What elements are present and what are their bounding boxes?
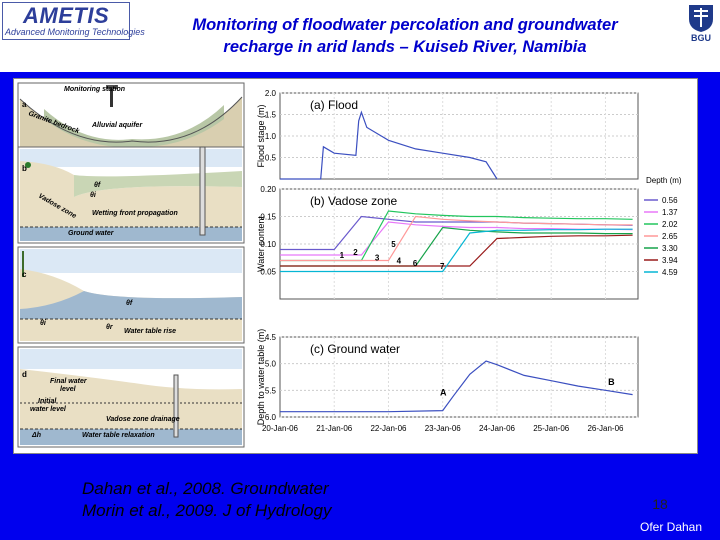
ground-water-label: Ground water — [68, 230, 115, 237]
panel-c-letter: c — [22, 270, 27, 279]
citation-line-2: Morin et al., 2009. J of Hydrology — [82, 501, 332, 520]
initial-water-label: Initial — [38, 398, 57, 405]
chart-2-ytick: 6.0 — [265, 413, 277, 422]
vadose-drainage-label: Vadose zone drainage — [106, 416, 180, 423]
logo-main-text: AMETIS — [23, 3, 110, 28]
chart-2-xtick: 23-Jan-06 — [425, 424, 462, 433]
page-number: 18 — [652, 496, 668, 512]
chart-2-xtick: 20-Jan-06 — [262, 424, 299, 433]
chart-1-ytick: 0.05 — [260, 268, 276, 277]
gw-annotation-B: B — [608, 377, 615, 387]
chart-0-series-0 — [280, 110, 498, 180]
chart-1-ytick: 0.15 — [260, 213, 276, 222]
monitoring-station-label: Monitoring station — [64, 86, 125, 93]
chart-2-xtick: 22-Jan-06 — [370, 424, 407, 433]
legend-entry-0: 0.56 — [662, 196, 678, 205]
panel-d-letter: d — [22, 370, 27, 379]
figure-panel: a Monitoring station Granite bedrock All… — [13, 78, 698, 454]
legend-entry-6: 4.59 — [662, 268, 678, 277]
vadose-annotation-6: 6 — [413, 259, 418, 268]
chart-2-ytick: 4.5 — [265, 333, 277, 342]
vadose-annotation-4: 4 — [397, 256, 402, 265]
chart-1-series-3 — [280, 215, 633, 262]
schematic-panel-a: a Monitoring station Granite bedrock All… — [17, 82, 245, 154]
chart-2-xtick: 26-Jan-06 — [587, 424, 624, 433]
gw-annotation-A: A — [440, 388, 447, 398]
schematic-panel-c: c θf θi θr Water table rise — [17, 246, 245, 344]
chart-0-ytick: 0.5 — [265, 154, 277, 163]
chart-0-ytick: 2.0 — [265, 89, 277, 98]
chart-0-ytick: 1.0 — [265, 132, 277, 141]
panel-c-theta-f: θf — [126, 300, 133, 307]
bgu-emblem-icon — [689, 5, 713, 32]
delta-h-label: Δh — [31, 432, 41, 439]
chart-2-xtick: 24-Jan-06 — [479, 424, 516, 433]
chart-2-ytick: 5.0 — [265, 360, 277, 369]
vadose-annotation-2: 2 — [353, 248, 358, 257]
legend-entry-1: 1.37 — [662, 208, 678, 217]
legend-entry-3: 2.65 — [662, 232, 678, 241]
legend-entry-2: 2.02 — [662, 220, 678, 229]
citation-line-1: Dahan et al., 2008. Groundwater — [82, 479, 329, 498]
header-bar: AMETIS Advanced Monitoring Technologies … — [0, 0, 720, 72]
title-line-2: recharge in arid lands – Kuiseb River, N… — [223, 38, 587, 56]
chart-1-ytick: 0.10 — [260, 240, 276, 249]
citation: Dahan et al., 2008. Groundwater Morin et… — [82, 478, 331, 522]
water-table-relax-label: Water table relaxation — [82, 432, 155, 439]
panel-c-theta-r: θr — [106, 324, 114, 331]
vadose-annotation-5: 5 — [391, 240, 396, 249]
chart-0-title: (a) Flood — [310, 98, 358, 112]
chart-0-ytick: 1.5 — [265, 111, 277, 120]
chart-1-title: (b) Vadose zone — [310, 194, 397, 208]
final-water-label-2: level — [60, 386, 77, 393]
chart-2-ytick: 5.5 — [265, 386, 277, 395]
chart-2-xtick: 21-Jan-06 — [316, 424, 353, 433]
water-table-rise-label: Water table rise — [124, 328, 176, 335]
panel-c-theta-i: θi — [40, 320, 47, 327]
legend-entry-5: 3.94 — [662, 256, 678, 265]
chart-0-frame — [279, 92, 639, 180]
legend-entry-4: 3.30 — [662, 244, 678, 253]
chart-2-xtick: 25-Jan-06 — [533, 424, 570, 433]
chart-1-series-6 — [280, 228, 633, 273]
panel-b-theta-f: θf — [94, 182, 101, 189]
schematic-panel-d: d Final water level Initial water level … — [17, 346, 245, 448]
initial-water-label-2: water level — [30, 406, 67, 413]
vadose-annotation-1: 1 — [340, 251, 345, 260]
chart-1-ytick: 0.20 — [260, 185, 276, 194]
alluvial-label: Alluvial aquifer — [91, 122, 143, 129]
bgu-logo: BGU — [684, 3, 718, 43]
wetting-front-label: Wetting front propagation — [92, 210, 178, 217]
chart-1-series-5 — [280, 234, 633, 267]
author-name: Ofer Dahan — [640, 520, 703, 534]
chart-1-legend-title: Depth (m) — [646, 176, 682, 185]
ametis-logo: AMETIS Advanced Monitoring Technologies — [2, 2, 145, 40]
panel-a-letter: a — [22, 100, 27, 109]
slide-title: Monitoring of floodwater percolation and… — [140, 14, 670, 58]
logo-sub-text: Advanced Monitoring Technologies — [5, 27, 145, 37]
vadose-annotation-3: 3 — [375, 254, 380, 263]
chart-1-frame — [279, 188, 639, 300]
chart-2-title: (c) Ground water — [310, 342, 400, 356]
panel-b-theta-i: θi — [90, 192, 97, 199]
chart-2-series-0 — [280, 360, 633, 413]
schematic-panel-b: b θf θi Vadose zone Wetting front propag… — [17, 146, 245, 244]
title-line-1: Monitoring of floodwater percolation and… — [192, 16, 618, 34]
chart-2-ylabel: Depth to water table (m) — [256, 329, 266, 426]
panel-b-letter: b — [22, 164, 27, 173]
chart-2-frame — [279, 336, 639, 418]
chart-0-ylabel: Flood stage (m) — [256, 104, 266, 167]
chart-1-ylabel: Water content — [256, 216, 266, 272]
final-water-label: Final water — [50, 378, 88, 385]
figure-svg: a Monitoring station Granite bedrock All… — [17, 82, 682, 448]
bgu-label: BGU — [691, 33, 711, 43]
vadose-annotation-7: 7 — [440, 262, 445, 271]
